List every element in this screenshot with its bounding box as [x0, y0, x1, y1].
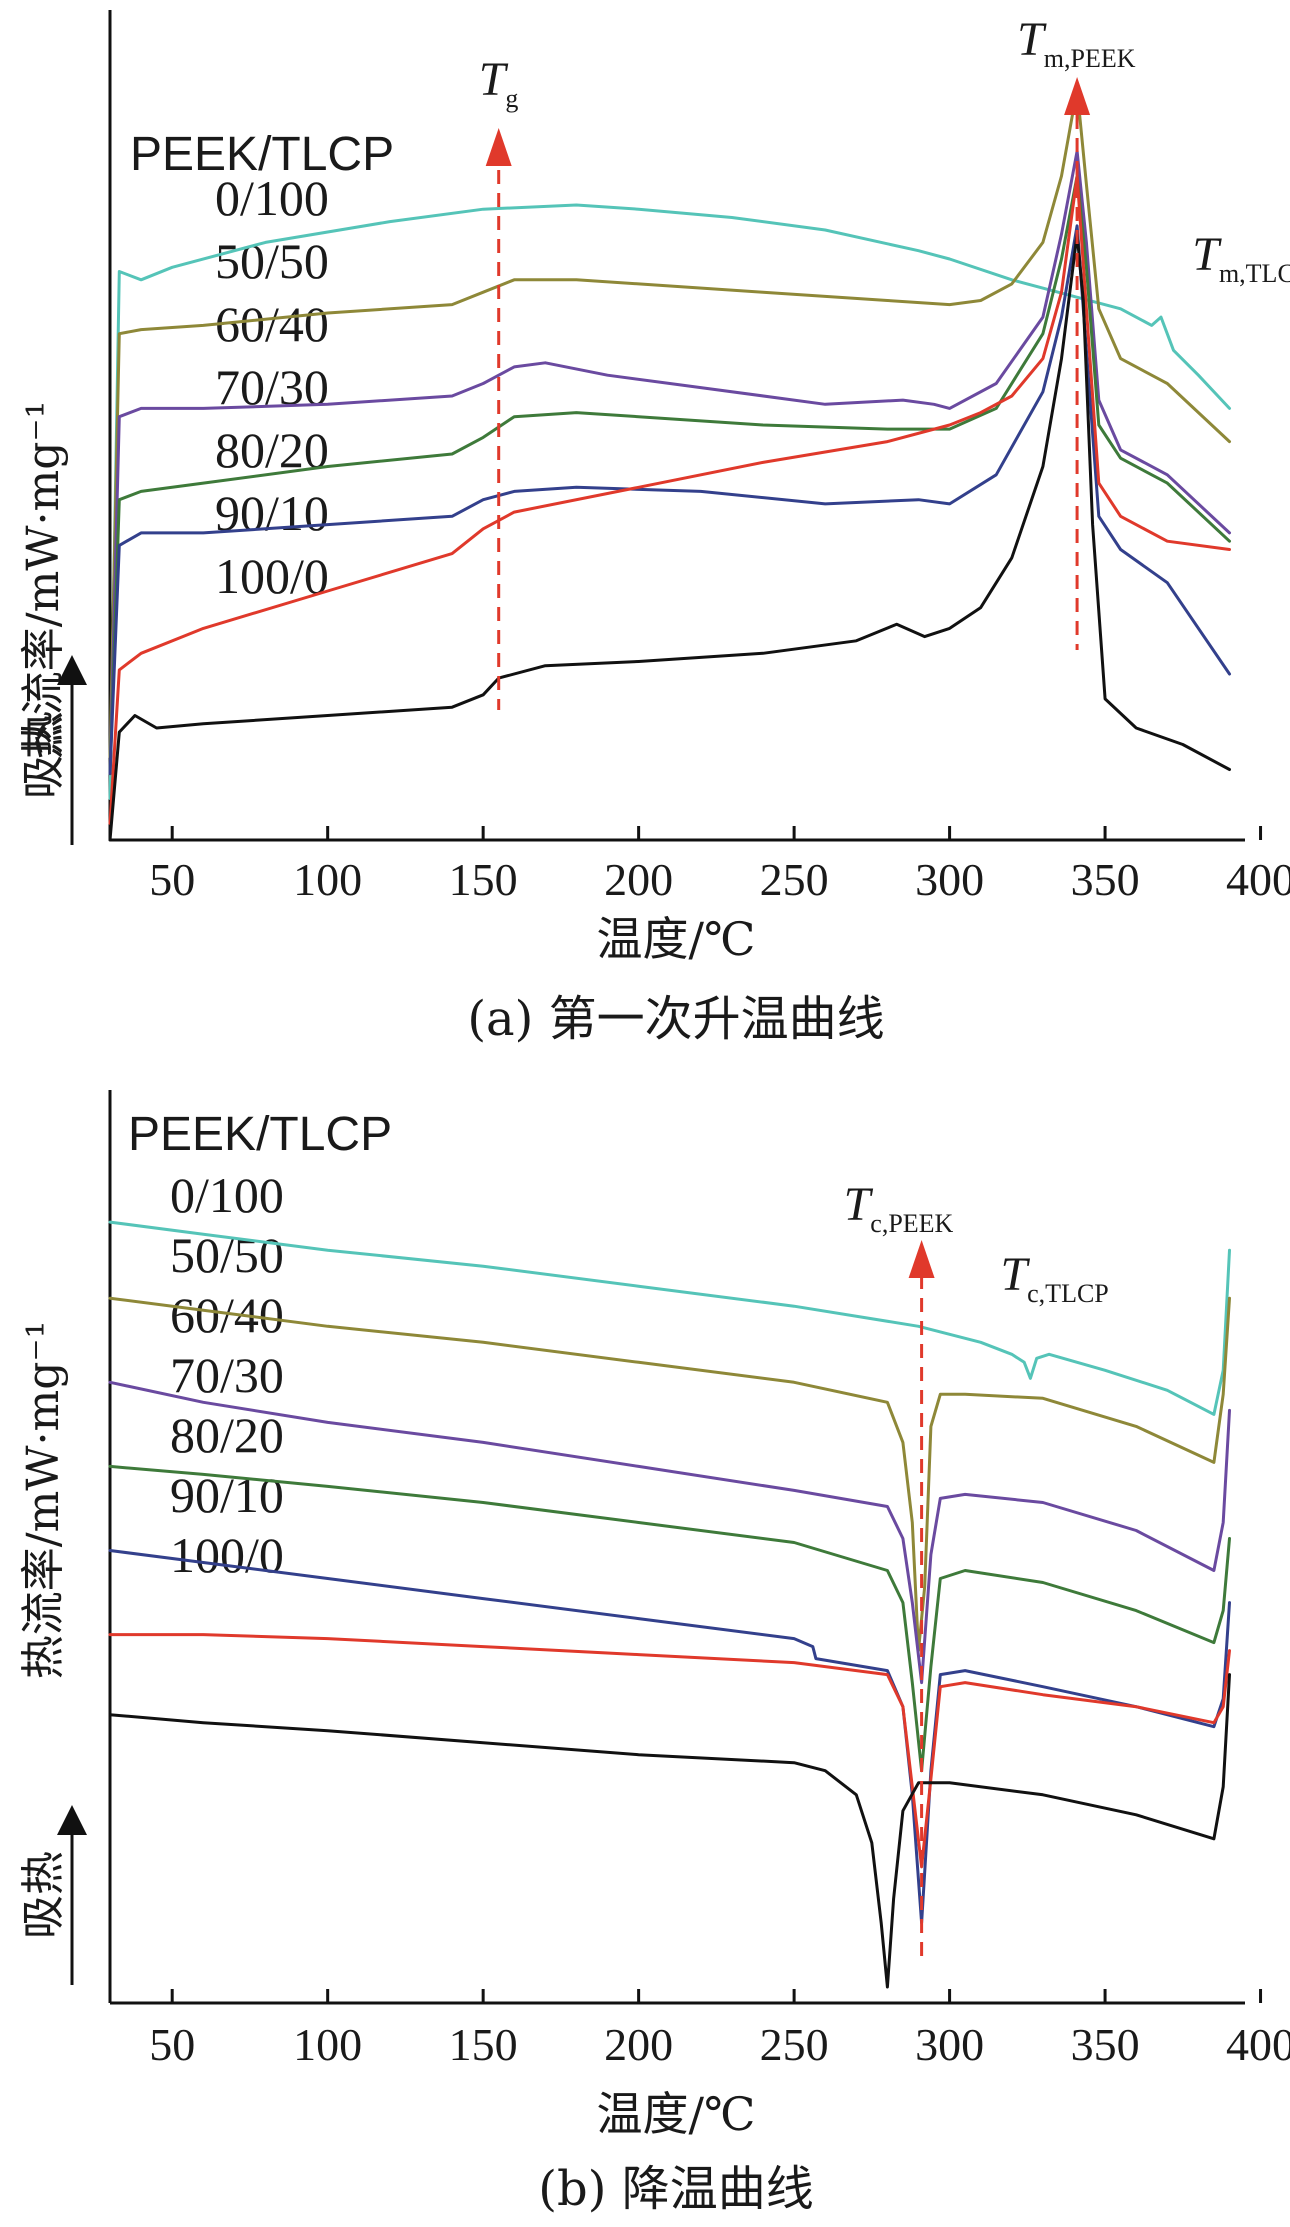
- panel-a-series-70-30: [108, 174, 1231, 776]
- panel-b-caption: (b) 降温曲线: [538, 2161, 813, 2217]
- panel-b-x-axis-label: 温度/℃: [597, 2087, 756, 2141]
- panel-a-legend-title: PEEK/TLCP: [130, 128, 394, 181]
- panel-a-x-tick-label: 250: [760, 854, 829, 905]
- panel-a-annotations: Tg Tm,PEEK Tm,TLCP: [479, 13, 1290, 710]
- panel-b-x-tick-label: 350: [1071, 2019, 1140, 2070]
- panel-a-series-80-20: [108, 224, 1231, 776]
- panel-b-legend-100-0: 100/0: [170, 1527, 284, 1583]
- panel-b-series-70-30: [108, 1464, 1231, 1773]
- panel-b-cooling: PEEK/TLCP 0/10050/5060/4070/3080/2090/10…: [18, 1090, 1290, 2217]
- panel-a-y-axis-label: 热流率/mW·mg⁻¹: [18, 401, 69, 760]
- panel-a-tm_peek-label: Tm,PEEK: [1017, 13, 1136, 73]
- panel-a-plot-area: [108, 10, 1245, 842]
- panel-a-x-ticks: 50 100 150 200 250 300 350 400: [149, 826, 1290, 905]
- panel-b-x-tick-label: 50: [149, 2019, 195, 2070]
- panel-b-legend-80-20: 80/20: [170, 1407, 284, 1463]
- panel-a-annotation-tm_peek: Tm,PEEK: [1017, 13, 1136, 650]
- panel-b-legend-60-40: 60/40: [170, 1287, 284, 1343]
- panel-b-series-0-100: [108, 1220, 1231, 1416]
- panel-a-legend-60-40: 60/40: [215, 296, 329, 352]
- panel-a-caption: (a) 第一次升温曲线: [467, 991, 884, 1047]
- panel-b-series-90-10: [108, 1633, 1231, 1869]
- panel-b-legend-50-50: 50/50: [170, 1227, 284, 1283]
- panel-a-x-tick-label: 400: [1226, 854, 1290, 905]
- panel-b-x-tick-label: 150: [449, 2019, 518, 2070]
- panel-b-legend-70-30: 70/30: [170, 1347, 284, 1403]
- panel-a-annotation-tm_tlcp: Tm,TLCP: [1192, 228, 1290, 288]
- panel-b-annotation-tc_tlcp: Tc,TLCP: [1000, 1248, 1108, 1308]
- panel-b-x-ticks: 50 100 150 200 250 300 350 400: [149, 1989, 1290, 2070]
- panel-a-series-60-40: [108, 149, 1231, 776]
- panel-a-legend-100-0: 100/0: [215, 548, 329, 604]
- panel-b-tc_peek-label: Tc,PEEK: [844, 1178, 954, 1238]
- panel-b-plot-area: [108, 1090, 1245, 2005]
- panel-a-tm_tlcp-label: Tm,TLCP: [1192, 228, 1290, 288]
- panel-b-legend-title: PEEK/TLCP: [128, 1108, 392, 1161]
- panel-a-tg-arrow-icon: [485, 128, 512, 166]
- panel-b-series-80-20: [108, 1549, 1231, 1925]
- panel-a-legend-0-100: 0/100: [215, 170, 329, 226]
- panel-a-tm_peek-arrow-icon: [1064, 77, 1091, 115]
- panel-b-x-tick-label: 250: [760, 2019, 829, 2070]
- panel-b-series-100-0: [108, 1673, 1231, 1989]
- panel-a-annotation-tg: Tg: [479, 53, 519, 710]
- panel-b-annotation-tc_peek: Tc,PEEK: [844, 1178, 954, 1960]
- panel-a-x-tick-label: 350: [1071, 854, 1140, 905]
- panel-a-series-0-100: [108, 203, 1231, 800]
- panel-a-x-tick-label: 150: [449, 854, 518, 905]
- panel-a-endo-label: 吸热: [18, 711, 69, 799]
- panel-b-x-tick-label: 300: [915, 2019, 984, 2070]
- panel-a-series-90-10: [108, 174, 1231, 825]
- panel-b-legend-0-100: 0/100: [170, 1167, 284, 1223]
- panel-a-series-50-50: [108, 87, 1231, 759]
- panel-b-series-60-40: [108, 1380, 1231, 1685]
- panel-b-y-axis-label: 热流率/mW·mg⁻¹: [18, 1321, 69, 1680]
- panel-a-tg-label: Tg: [479, 53, 519, 113]
- panel-a-x-axis-label: 温度/℃: [597, 912, 756, 966]
- panel-b-x-tick-label: 400: [1226, 2019, 1290, 2070]
- panel-b-x-tick-label: 200: [604, 2019, 673, 2070]
- panel-a-x-tick-label: 300: [915, 854, 984, 905]
- panel-b-x-tick-label: 100: [293, 2019, 362, 2070]
- panel-a-x-tick-label: 50: [149, 854, 195, 905]
- panel-a-heating: PEEK/TLCP 0/10050/5060/4070/3080/2090/10…: [18, 10, 1290, 1047]
- panel-b-tc_tlcp-label: Tc,TLCP: [1000, 1248, 1108, 1308]
- panel-a-x-tick-label: 200: [604, 854, 673, 905]
- panel-b-tc_peek-arrow-icon: [908, 1240, 935, 1278]
- panel-a-x-tick-label: 100: [293, 854, 362, 905]
- panel-b-annotations: Tc,PEEK Tc,TLCP: [844, 1178, 1109, 1960]
- panel-a-legend-90-10: 90/10: [215, 485, 329, 541]
- panel-a-series-100-0: [108, 232, 1231, 842]
- panel-b-endo-label: 吸热: [18, 1851, 69, 1939]
